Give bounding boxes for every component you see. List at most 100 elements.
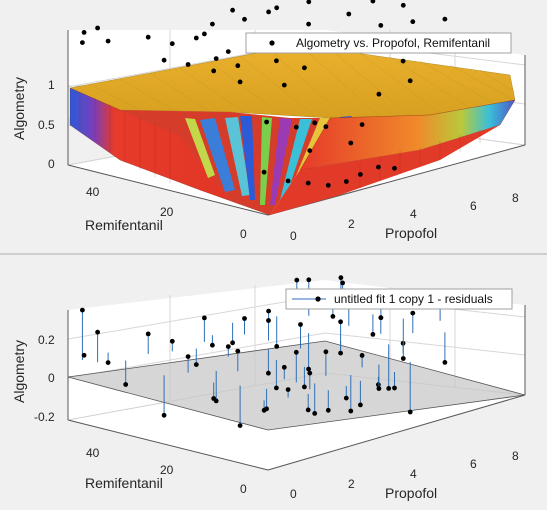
z-axis-label: Algometry — [11, 340, 27, 403]
residual-point — [169, 338, 175, 344]
data-point — [281, 82, 287, 88]
data-point — [105, 38, 111, 44]
data-point — [400, 2, 406, 8]
residuals-x-ticks: 0 2 4 6 8 — [290, 449, 519, 501]
residual-point — [81, 352, 87, 358]
residuals-y-ticks: 0 20 40 — [86, 446, 247, 496]
residual-point — [105, 360, 111, 365]
z-tick: 0.2 — [38, 333, 55, 347]
residual-point — [359, 353, 365, 358]
surface-right-face — [270, 125, 500, 215]
surface-y-ticks: 0 20 40 — [86, 185, 247, 241]
data-point — [442, 16, 448, 22]
x-tick: 0 — [290, 229, 297, 243]
data-point — [376, 164, 381, 170]
data-point — [400, 58, 406, 64]
data-point — [346, 11, 352, 17]
residual-point — [211, 396, 217, 401]
residual-point — [202, 315, 207, 321]
residual-point — [386, 386, 392, 391]
z-tick: 0 — [48, 157, 55, 171]
data-point — [376, 91, 382, 97]
residual-point — [230, 340, 236, 346]
panel-splitter[interactable] — [0, 253, 547, 255]
y-tick: 20 — [160, 463, 174, 477]
x-tick: 6 — [470, 457, 477, 471]
legend-box — [245, 32, 512, 54]
residuals-plot-panel: 0.2 0 -0.2 0 20 40 0 2 4 6 8 Algometry R… — [0, 255, 547, 510]
residual-point — [338, 350, 343, 356]
residual-point — [235, 348, 241, 354]
legend-entry: Algometry vs. Propofol, Remifentanil — [296, 36, 490, 50]
residual-point — [294, 277, 300, 283]
residual-point — [338, 275, 344, 281]
data-point — [193, 35, 199, 41]
x-tick: 4 — [410, 207, 417, 221]
data-point — [407, 78, 413, 84]
z-tick: 0.5 — [38, 118, 55, 132]
data-point — [225, 49, 231, 54]
data-point — [266, 9, 271, 15]
data-point — [325, 182, 331, 188]
residual-point — [123, 382, 129, 387]
data-point — [378, 23, 384, 28]
data-point — [211, 68, 217, 74]
data-point — [202, 31, 207, 37]
residuals-legend[interactable]: untitled fit 1 copy 1 - residuals — [285, 288, 513, 310]
x-tick: 4 — [410, 467, 417, 481]
residual-point — [298, 322, 303, 327]
residuals-plot[interactable]: 0.2 0 -0.2 0 20 40 0 2 4 6 8 Algometry R… — [0, 255, 547, 510]
residual-point — [407, 409, 413, 415]
data-point — [306, 0, 312, 5]
surface-legend[interactable]: Algometry vs. Propofol, Remifentanil — [245, 32, 512, 54]
data-point — [274, 5, 280, 11]
data-point — [169, 41, 175, 47]
residual-point — [225, 344, 231, 349]
data-point — [293, 124, 299, 130]
residual-point — [281, 364, 287, 370]
residual-point — [442, 360, 448, 365]
data-point — [235, 63, 241, 69]
legend-marker-dot — [315, 296, 321, 302]
residual-point — [348, 408, 354, 414]
residual-point — [338, 319, 343, 325]
x-axis-label: Propofol — [385, 485, 437, 501]
data-point — [95, 25, 100, 31]
data-point — [307, 148, 313, 154]
residual-point — [302, 384, 307, 390]
fitted-surface — [69, 44, 516, 216]
residual-point — [161, 412, 167, 418]
data-point — [210, 21, 215, 27]
data-point — [185, 62, 191, 67]
data-point — [302, 65, 307, 71]
residual-point — [378, 315, 384, 321]
x-tick: 2 — [348, 217, 355, 231]
y-tick: 40 — [86, 446, 100, 460]
data-point — [359, 122, 365, 127]
residual-point — [95, 329, 100, 335]
residual-point — [266, 318, 271, 323]
surface-plot[interactable]: 1 0.5 0 0 20 40 0 2 4 6 8 Algometry Remi… — [0, 0, 547, 253]
data-point — [285, 178, 291, 184]
y-tick: 20 — [160, 205, 174, 219]
x-tick: 8 — [512, 449, 519, 463]
residual-point — [305, 407, 311, 413]
residual-point — [392, 385, 397, 391]
residual-point — [80, 307, 85, 313]
legend-entry: untitled fit 1 copy 1 - residuals — [334, 292, 493, 306]
residual-point — [210, 342, 215, 348]
y-axis-label: Remifentanil — [85, 217, 163, 233]
residual-point — [312, 411, 318, 416]
data-point — [305, 180, 311, 186]
residual-point — [330, 314, 336, 319]
residual-points — [80, 275, 448, 428]
data-point — [306, 21, 311, 27]
residual-point — [185, 354, 191, 359]
data-point — [274, 58, 279, 64]
y-tick: 0 — [240, 227, 247, 241]
x-axis-label: Propofol — [385, 225, 437, 241]
legend-marker-dot — [269, 40, 275, 46]
y-axis-label: Remifentanil — [85, 475, 163, 491]
residual-point — [266, 308, 271, 314]
residual-point — [358, 402, 363, 408]
